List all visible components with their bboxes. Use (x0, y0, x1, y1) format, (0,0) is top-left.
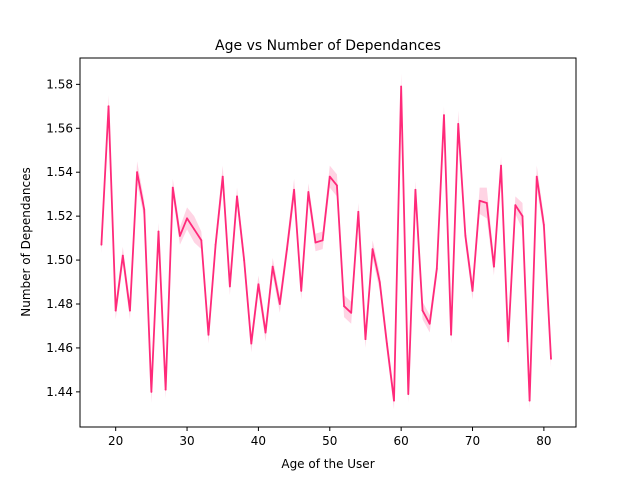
data-point (535, 175, 538, 178)
data-point (478, 199, 481, 202)
data-point (528, 399, 531, 402)
data-point (378, 281, 381, 283)
data-point (435, 267, 438, 270)
data-point (443, 114, 445, 117)
x-tick-label: 30 (179, 434, 194, 448)
data-point (485, 202, 488, 204)
data-point (400, 85, 403, 88)
x-axis-label: Age of the User (281, 457, 374, 471)
data-point (321, 239, 324, 242)
data-point (114, 309, 117, 312)
data-point (179, 235, 181, 237)
data-point (228, 285, 231, 288)
data-point (221, 175, 224, 178)
y-tick-label: 1.50 (46, 253, 73, 267)
data-point (407, 393, 410, 395)
data-point (464, 235, 467, 237)
data-point (207, 333, 210, 336)
data-point (171, 186, 174, 189)
data-point (236, 195, 238, 198)
data-point (357, 210, 360, 213)
data-point (271, 265, 274, 268)
data-point (193, 228, 196, 231)
y-tick-label: 1.44 (46, 385, 73, 399)
data-point (300, 289, 303, 292)
y-tick-label: 1.46 (46, 341, 73, 355)
axes-frame (79, 57, 577, 428)
chart-title: Age vs Number of Dependances (215, 38, 441, 54)
data-point (164, 388, 167, 391)
data-point (450, 333, 453, 336)
data-point (521, 215, 524, 218)
data-point (121, 254, 124, 257)
data-point (250, 342, 253, 345)
data-point (550, 358, 552, 360)
data-point (214, 243, 217, 246)
data-point (129, 309, 131, 312)
y-tick-label: 1.56 (46, 121, 73, 135)
series-line (100, 85, 552, 402)
data-point (350, 311, 353, 314)
x-tick-label: 50 (322, 434, 337, 448)
data-point (428, 322, 431, 325)
data-point (107, 105, 110, 108)
data-point (257, 283, 260, 286)
x-tick-label: 40 (251, 434, 266, 448)
y-tick-label: 1.54 (46, 165, 73, 179)
data-point (414, 188, 417, 191)
data-point (243, 259, 246, 261)
data-point (186, 217, 188, 220)
data-point (264, 331, 267, 334)
y-tick-label: 1.48 (46, 297, 73, 311)
data-point (307, 191, 310, 193)
data-point (100, 243, 103, 246)
data-point (393, 399, 395, 402)
data-point (421, 309, 424, 312)
y-tick-label: 1.52 (46, 209, 73, 223)
data-point (143, 208, 146, 211)
y-axis-label: Number of Dependances (19, 167, 33, 316)
data-point (200, 239, 203, 242)
x-tick-label: 60 (394, 434, 409, 448)
data-point (157, 230, 160, 233)
x-tick-label: 80 (536, 434, 551, 448)
data-point (314, 241, 317, 244)
data-point (514, 204, 517, 207)
data-point (278, 303, 281, 305)
data-point (542, 224, 545, 226)
data-point (150, 390, 153, 393)
data-point (286, 248, 288, 250)
x-tick-label: 20 (108, 434, 123, 448)
y-tick-label: 1.58 (46, 77, 73, 91)
data-point (343, 305, 345, 308)
data-point (457, 122, 460, 125)
data-point (136, 171, 138, 174)
data-point (385, 342, 388, 345)
data-point (336, 184, 338, 187)
data-point (471, 289, 474, 292)
data-point (328, 175, 331, 178)
data-point (493, 265, 495, 268)
data-point (364, 338, 367, 341)
x-tick-label: 70 (465, 434, 480, 448)
data-point (371, 248, 374, 250)
data-point (507, 340, 510, 343)
data-point (293, 188, 295, 191)
data-point (500, 164, 502, 167)
